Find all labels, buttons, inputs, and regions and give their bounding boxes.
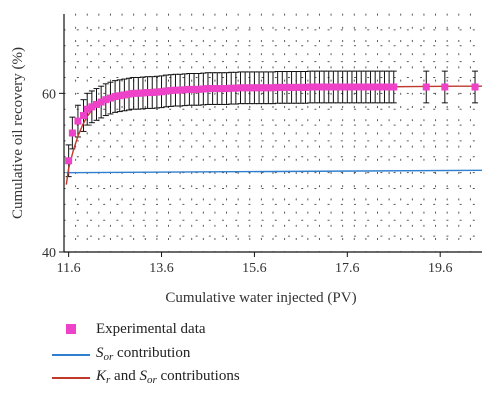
experimental-point	[130, 89, 138, 97]
experimental-point	[88, 103, 96, 111]
axes	[63, 14, 482, 253]
x-tick-label: 15.6	[242, 261, 267, 276]
experimental-point	[320, 83, 328, 91]
experimental-point	[241, 84, 249, 92]
experimental-point	[213, 85, 221, 93]
experimental-point	[116, 92, 124, 100]
experimental-point	[306, 83, 314, 91]
experimental-point	[302, 83, 310, 91]
experimental-point	[269, 84, 277, 92]
chart: 11.6 13.6 15.6 17.6 19.6 40 60 Cumulative wate…	[10, 13, 483, 306]
experimental-point	[362, 83, 370, 91]
legend-item-experimental: Experimental data	[52, 318, 206, 340]
experimental-point	[148, 89, 156, 97]
legend-item-kr-sor: Kr and Sor contributions	[52, 366, 240, 388]
experimental-point	[311, 83, 319, 91]
tick-labels: 11.6 13.6 15.6 17.6 19.6 40 60	[42, 87, 452, 276]
legend: Experimental data Sor contribution Kr an…	[52, 316, 352, 396]
experimental-point	[134, 89, 142, 97]
x-tick-label: 11.6	[57, 261, 81, 276]
experimental-point	[376, 83, 384, 91]
experimental-point	[74, 117, 82, 125]
experimental-point	[97, 98, 105, 106]
experimental-point	[102, 96, 110, 104]
experimental-point	[227, 84, 235, 92]
experimental-point	[264, 84, 272, 92]
grid	[63, 13, 483, 253]
experimental-point	[288, 83, 296, 91]
legend-line-red-icon	[52, 370, 92, 384]
x-tick-label: 19.6	[428, 261, 453, 276]
experimental-point	[218, 85, 226, 93]
experimental-point	[246, 84, 254, 92]
experimental-point	[385, 83, 393, 91]
legend-line-blue-icon	[52, 347, 92, 361]
y-axis-label: Cumulative oil recovery (%)	[10, 47, 26, 219]
experimental-point	[144, 89, 152, 97]
experimental-point	[125, 90, 133, 98]
legend-marker-square-icon	[52, 322, 92, 336]
legend-label-sor: Sor contribution	[96, 345, 191, 363]
experimental-point	[390, 83, 398, 91]
experimental-point	[181, 86, 189, 94]
experimental-point	[315, 83, 323, 91]
y-tick-label: 40	[42, 246, 56, 261]
experimental-point	[93, 100, 101, 108]
experimental-point	[325, 83, 333, 91]
experimental-point	[153, 88, 161, 96]
experimental-point	[162, 87, 170, 95]
experimental-point	[158, 88, 166, 96]
experimental-point	[343, 83, 351, 91]
experimental-point	[292, 83, 300, 91]
experimental-point	[111, 93, 119, 101]
experimental-point	[339, 83, 347, 91]
experimental-point	[65, 157, 73, 165]
experimental-point	[371, 83, 379, 91]
experimental-point	[274, 83, 282, 91]
x-tick-label: 17.6	[335, 261, 360, 276]
experimental-point	[441, 83, 449, 91]
experimental-point	[278, 83, 286, 91]
sor-contribution-line	[66, 169, 483, 174]
experimental-point	[260, 84, 268, 92]
experimental-point	[422, 83, 430, 91]
experimental-point	[232, 84, 240, 92]
experimental-point	[250, 84, 258, 92]
experimental-point	[348, 83, 356, 91]
experimental-point	[80, 112, 88, 120]
experimental-point	[357, 83, 365, 91]
experimental-point	[297, 83, 305, 91]
experimental-points	[65, 83, 479, 165]
experimental-point	[255, 84, 263, 92]
experimental-point	[139, 89, 147, 97]
legend-label-kr-sor: Kr and Sor contributions	[96, 368, 240, 386]
experimental-point	[334, 83, 342, 91]
experimental-point	[68, 129, 76, 137]
experimental-point	[329, 83, 337, 91]
experimental-point	[283, 83, 291, 91]
experimental-point	[171, 86, 179, 94]
experimental-point	[190, 85, 198, 93]
experimental-point	[380, 83, 388, 91]
legend-label-experimental: Experimental data	[96, 320, 206, 337]
experimental-point	[195, 85, 203, 93]
x-tick-label: 13.6	[149, 261, 174, 276]
experimental-point	[204, 85, 212, 93]
experimental-point	[106, 94, 114, 102]
experimental-point	[471, 83, 479, 91]
experimental-point	[367, 83, 375, 91]
experimental-point	[120, 91, 128, 99]
experimental-point	[83, 105, 91, 113]
experimental-point	[176, 86, 184, 94]
y-tick-label: 60	[42, 87, 56, 102]
experimental-point	[209, 85, 217, 93]
experimental-point	[353, 83, 361, 91]
x-axis-label: Cumulative water injected (PV)	[165, 290, 356, 306]
experimental-point	[223, 85, 231, 93]
legend-item-sor: Sor contribution	[52, 343, 190, 365]
experimental-point	[167, 87, 175, 95]
experimental-point	[185, 85, 193, 93]
experimental-point	[199, 85, 207, 93]
experimental-point	[236, 84, 244, 92]
